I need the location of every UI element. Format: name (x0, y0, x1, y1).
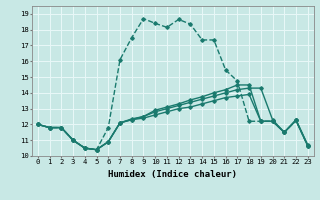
X-axis label: Humidex (Indice chaleur): Humidex (Indice chaleur) (108, 170, 237, 179)
